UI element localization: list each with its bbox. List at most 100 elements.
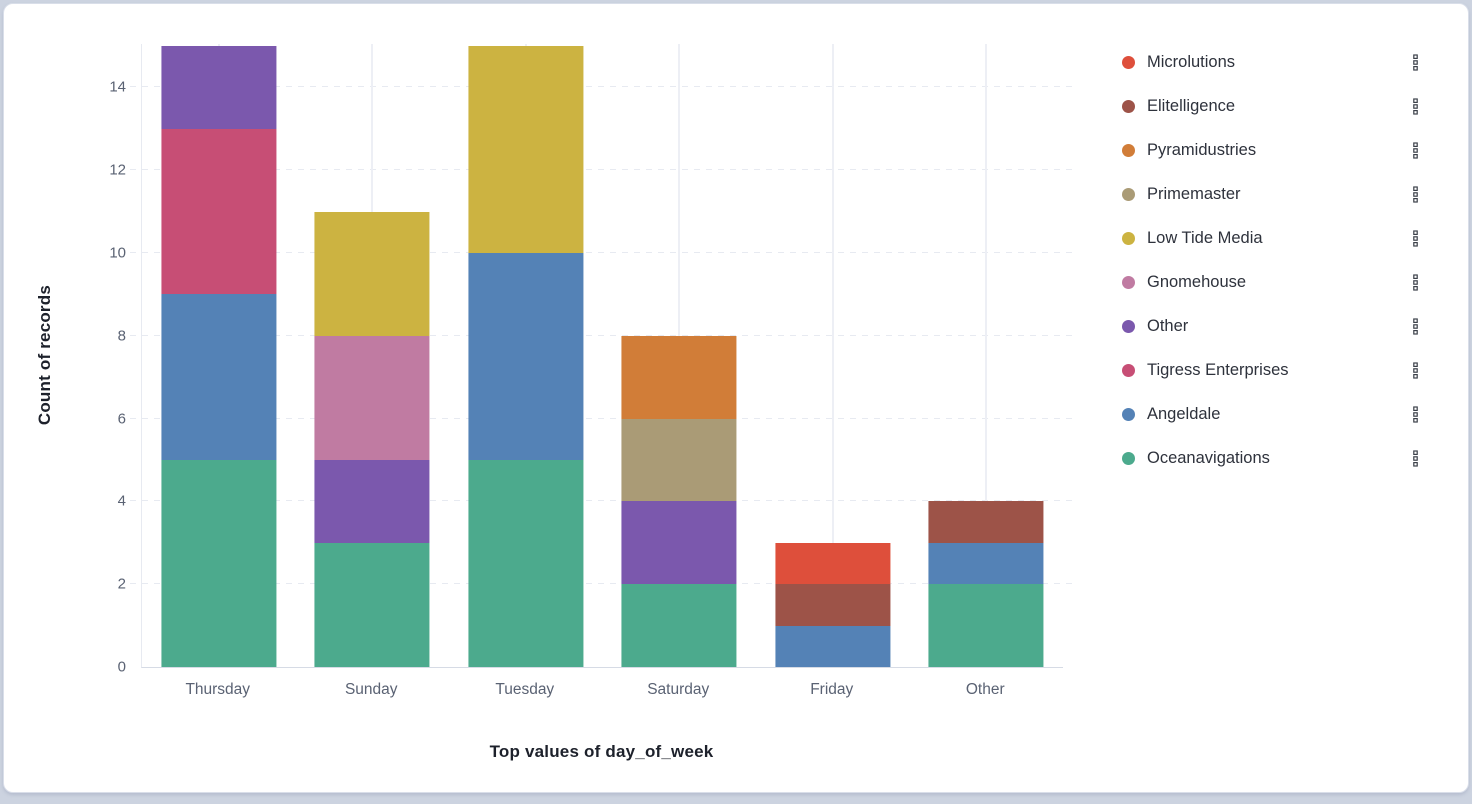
category-band-thursday xyxy=(142,44,296,667)
bar-segment[interactable] xyxy=(775,542,891,585)
category-band-sunday xyxy=(295,44,449,667)
h-gridline xyxy=(130,86,1077,88)
legend-item-microlutions[interactable]: Microlutions xyxy=(1122,40,1424,84)
x-tick-label: Friday xyxy=(810,681,854,698)
bar-segment[interactable] xyxy=(468,46,584,254)
stacked-bar-friday[interactable] xyxy=(775,44,891,667)
boxes-vertical-icon[interactable] xyxy=(1406,316,1424,336)
bar-segment[interactable] xyxy=(314,460,430,543)
category-band-other xyxy=(910,44,1064,667)
bar-segment[interactable] xyxy=(621,501,737,585)
plot-area xyxy=(130,44,1077,668)
stacked-bar-sunday[interactable] xyxy=(314,44,430,667)
bar-segment[interactable] xyxy=(928,542,1044,585)
h-gridline xyxy=(130,583,1077,585)
bar-segment[interactable] xyxy=(621,418,737,502)
legend-item-tigress-enterprises[interactable]: Tigress Enterprises xyxy=(1122,348,1424,392)
bar-segment[interactable] xyxy=(161,46,277,129)
boxes-vertical-icon[interactable] xyxy=(1406,404,1424,424)
stacked-bar-saturday[interactable] xyxy=(621,44,737,667)
bar-segment[interactable] xyxy=(468,253,584,461)
boxes-vertical-icon[interactable] xyxy=(1406,184,1424,204)
legend-item-low-tide-media[interactable]: Low Tide Media xyxy=(1122,216,1424,260)
x-tick-label: Other xyxy=(965,681,1005,698)
bar-segment[interactable] xyxy=(775,584,891,626)
h-gridline xyxy=(130,417,1077,419)
x-tick-label: Tuesday xyxy=(495,681,555,698)
legend-item-elitelligence[interactable]: Elitelligence xyxy=(1122,84,1424,128)
legend-item-label[interactable]: Pyramidustries xyxy=(1147,140,1257,159)
stacked-bar-tuesday[interactable] xyxy=(468,44,584,667)
legend-color-dot xyxy=(1122,275,1135,289)
h-gridline xyxy=(130,169,1077,171)
bar-segment[interactable] xyxy=(161,294,277,461)
bar-segment[interactable] xyxy=(621,584,737,667)
y-axis-tick-labels: 0 2 4 6 8 10 12 14 xyxy=(4,44,126,675)
legend-item-label[interactable]: Angeldale xyxy=(1147,404,1221,423)
x-axis-tick-labels: Thursday Sunday Tuesday Saturday Friday Other xyxy=(141,681,1062,699)
legend-color-dot xyxy=(1122,187,1135,201)
bar-segment[interactable] xyxy=(928,501,1044,543)
x-tick-label: Sunday xyxy=(344,681,398,698)
legend-item-label[interactable]: Primemaster xyxy=(1147,184,1241,203)
x-axis-title: Top values of day_of_week xyxy=(489,742,714,761)
boxes-vertical-icon[interactable] xyxy=(1406,360,1424,380)
boxes-vertical-icon[interactable] xyxy=(1406,140,1424,160)
h-gridline xyxy=(130,500,1077,502)
legend-item-oceanavigations[interactable]: Oceanavigations xyxy=(1122,436,1424,480)
legend-color-dot xyxy=(1122,55,1135,69)
legend-item-label[interactable]: Elitelligence xyxy=(1147,96,1236,115)
legend-color-dot xyxy=(1122,363,1135,377)
legend-item-angeldale[interactable]: Angeldale xyxy=(1122,392,1424,436)
bar-segment[interactable] xyxy=(775,625,891,667)
boxes-vertical-icon[interactable] xyxy=(1406,228,1424,248)
bar-segment[interactable] xyxy=(314,542,430,667)
boxes-vertical-icon[interactable] xyxy=(1406,448,1424,468)
y-tick-label: 2 xyxy=(117,575,126,593)
y-tick-label: 6 xyxy=(117,410,126,428)
boxes-vertical-icon[interactable] xyxy=(1406,272,1424,292)
legend-color-dot xyxy=(1122,319,1135,333)
y-tick-label: 14 xyxy=(109,78,126,96)
v-gridline xyxy=(985,44,988,667)
legend: Microlutions Elitelligence Pyramidustries P… xyxy=(1122,40,1424,480)
legend-color-dot xyxy=(1122,231,1135,245)
legend-item-other[interactable]: Other xyxy=(1122,304,1424,348)
boxes-vertical-icon[interactable] xyxy=(1406,52,1424,72)
legend-item-label[interactable]: Low Tide Media xyxy=(1147,228,1263,247)
h-gridline xyxy=(130,334,1077,336)
legend-item-label[interactable]: Gnomehouse xyxy=(1147,272,1247,291)
legend-item-label[interactable]: Tigress Enterprises xyxy=(1147,360,1289,379)
bar-segment[interactable] xyxy=(314,211,430,336)
legend-color-dot xyxy=(1122,99,1135,113)
bar-segment[interactable] xyxy=(468,460,584,667)
bar-segment[interactable] xyxy=(161,128,277,295)
stacked-bar-thursday[interactable] xyxy=(161,44,277,667)
category-band-saturday xyxy=(603,44,757,667)
y-tick-label: 8 xyxy=(117,327,126,345)
category-band-friday xyxy=(756,44,910,667)
stacked-bar-other[interactable] xyxy=(928,44,1044,667)
legend-item-pyramidustries[interactable]: Pyramidustries xyxy=(1122,128,1424,172)
bar-segment[interactable] xyxy=(161,460,277,667)
bar-segment[interactable] xyxy=(928,584,1044,667)
legend-item-primemaster[interactable]: Primemaster xyxy=(1122,172,1424,216)
legend-item-label[interactable]: Microlutions xyxy=(1147,52,1236,71)
x-tick-label: Saturday xyxy=(647,681,710,698)
visualization-panel: Count of records 0 2 4 6 8 10 12 14 Thursday Sun… xyxy=(3,3,1469,793)
legend-item-label[interactable]: Other xyxy=(1147,316,1189,335)
legend-color-dot xyxy=(1122,143,1135,157)
y-tick-label: 10 xyxy=(109,244,126,262)
v-gridline xyxy=(831,44,834,667)
h-gridline xyxy=(130,252,1077,254)
legend-color-dot xyxy=(1122,451,1135,465)
y-tick-label: 0 xyxy=(117,658,126,676)
y-tick-label: 12 xyxy=(109,161,126,179)
y-tick-label: 4 xyxy=(117,492,126,510)
boxes-vertical-icon[interactable] xyxy=(1406,96,1424,116)
legend-color-dot xyxy=(1122,407,1135,421)
bar-segment[interactable] xyxy=(621,335,737,419)
legend-item-label[interactable]: Oceanavigations xyxy=(1147,448,1270,467)
legend-item-gnomehouse[interactable]: Gnomehouse xyxy=(1122,260,1424,304)
bar-segment[interactable] xyxy=(314,335,430,461)
